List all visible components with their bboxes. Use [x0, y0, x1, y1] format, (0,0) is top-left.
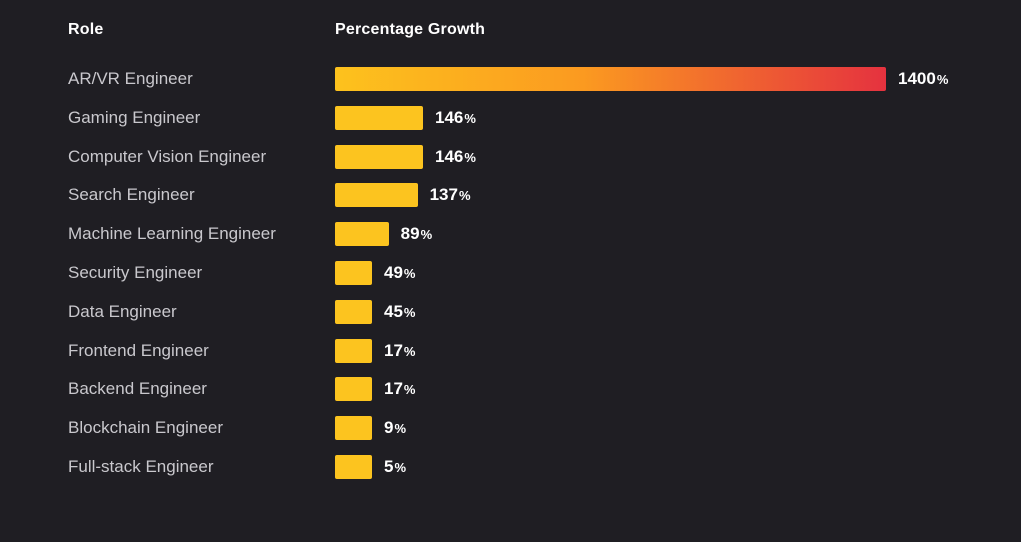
- bar-row: Frontend Engineer 17%: [0, 338, 1021, 363]
- value-unit: %: [403, 304, 416, 320]
- value-label: 49%: [384, 261, 415, 285]
- bar-row: Full-stack Engineer 5%: [0, 455, 1021, 479]
- bar: [335, 416, 372, 441]
- bar: [335, 105, 423, 130]
- value-number: 89: [400, 224, 420, 244]
- value-label: 5%: [384, 455, 406, 479]
- value-label: 146%: [435, 145, 476, 169]
- value-number: 17: [384, 340, 403, 360]
- value-number: 9: [384, 418, 394, 438]
- value-unit: %: [394, 421, 407, 437]
- role-label: Security Engineer: [68, 263, 203, 282]
- value-number: 5: [384, 457, 394, 476]
- role-label: Machine Learning Engineer: [68, 224, 276, 244]
- role-label: Backend Engineer: [68, 379, 207, 399]
- bar: [335, 455, 372, 479]
- bar-row: Computer Vision Engineer 146%: [0, 144, 1021, 169]
- bar: [335, 144, 423, 169]
- value-label: 89%: [401, 222, 432, 246]
- bar-row: Blockchain Engineer 9%: [0, 416, 1021, 441]
- value-label: 45%: [384, 300, 415, 324]
- value-label: 1400%: [898, 67, 948, 91]
- value-unit: %: [464, 149, 476, 165]
- value-unit: %: [403, 343, 416, 359]
- bar: [335, 299, 372, 324]
- value-number: 1400: [898, 69, 936, 88]
- value-label: 17%: [384, 377, 415, 401]
- value-unit: %: [394, 460, 407, 475]
- value-number: 17: [384, 379, 403, 399]
- value-unit: %: [420, 227, 433, 243]
- value-unit: %: [458, 188, 471, 204]
- bar-row: Security Engineer 49%: [0, 261, 1021, 285]
- value-label: 137%: [430, 183, 471, 207]
- bar: [335, 183, 418, 208]
- value-unit: %: [403, 266, 416, 281]
- bar-row: Gaming Engineer 146%: [0, 105, 1021, 130]
- value-unit: %: [403, 382, 416, 398]
- role-label: Gaming Engineer: [68, 107, 201, 127]
- bar-row: Search Engineer 137%: [0, 183, 1021, 208]
- growth-column-header: Percentage Growth: [335, 21, 486, 38]
- bar: [335, 377, 372, 402]
- role-label: Blockchain Engineer: [68, 418, 223, 438]
- value-number: 146: [435, 107, 464, 127]
- value-unit: %: [464, 110, 476, 126]
- value-unit: %: [936, 72, 949, 87]
- value-number: 45: [384, 301, 403, 321]
- bar: [335, 222, 389, 247]
- value-label: 146%: [435, 106, 476, 130]
- bar-row: Machine Learning Engineer 89%: [0, 222, 1021, 247]
- role-label: Search Engineer: [68, 185, 195, 205]
- bar-row: AR/VR Engineer 1400%: [0, 67, 1021, 91]
- bar: [335, 67, 886, 91]
- value-number: 49: [384, 263, 403, 282]
- bar: [335, 261, 372, 285]
- value-label: 17%: [384, 339, 415, 363]
- value-number: 137: [429, 185, 458, 205]
- role-label: Computer Vision Engineer: [68, 146, 267, 166]
- bar-row: Backend Engineer 17%: [0, 377, 1021, 402]
- bar-row: Data Engineer 45%: [0, 299, 1021, 324]
- role-label: Data Engineer: [68, 301, 177, 321]
- bar: [335, 338, 372, 363]
- role-column-header: Role: [68, 21, 104, 38]
- value-number: 146: [435, 146, 464, 166]
- value-label: 9%: [384, 416, 406, 440]
- role-label: AR/VR Engineer: [68, 69, 193, 88]
- role-label: Frontend Engineer: [68, 340, 209, 360]
- role-label: Full-stack Engineer: [68, 457, 214, 476]
